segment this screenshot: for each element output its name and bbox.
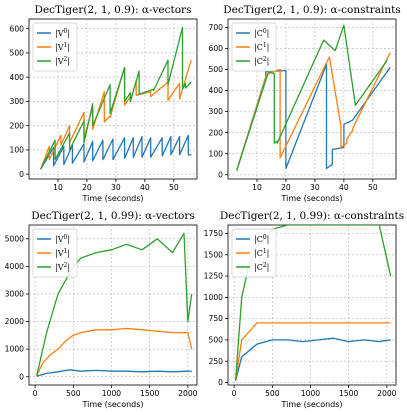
legend-box	[231, 22, 277, 72]
legend-entry: |V0|	[55, 234, 70, 244]
series-line-2	[236, 24, 388, 171]
legend-entry: |V0|	[55, 28, 70, 38]
x-tick-label: 40	[140, 183, 150, 192]
y-tick-label: 200	[10, 121, 25, 130]
y-tick-label: 300	[10, 97, 25, 106]
y-tick-label: 0	[218, 170, 223, 179]
x-tick-label: 30	[111, 183, 121, 192]
x-tick-label: 1000	[102, 389, 121, 398]
series-line-0	[40, 134, 192, 170]
y-tick-label: 100	[209, 149, 224, 158]
y-tick-label: 500	[10, 49, 25, 58]
panel-constraints-0.9: 10 20 30 40 500100200300400500600700DecTiger…	[209, 4, 401, 203]
x-tick-label: 10	[53, 183, 63, 192]
series-line-1	[234, 322, 391, 381]
y-tick-label: 700	[209, 23, 224, 32]
panel-vectors-0.99: 0 500 1000 1500 2000 0 1000 2000 3000 4000 5000 Dec…	[5, 210, 198, 409]
y-tick-label: 1750	[204, 229, 223, 238]
x-tick-label: 50	[368, 183, 378, 192]
legend-entry: |C0|	[254, 234, 269, 244]
x-tick-label: 500	[66, 389, 81, 398]
x-axis-label: Time (seconds)	[81, 400, 143, 409]
y-tick-label: 5000	[5, 234, 24, 243]
series-line-2	[35, 232, 193, 377]
panel-constraints-0.99: 0 500 1000 1500 2000 0 250 500 750 1000 1250 1500 17…	[204, 210, 404, 409]
y-tick-label: 500	[209, 335, 224, 344]
chart-title: DecTiger(2, 1, 0.9): α-constraints	[223, 4, 401, 16]
series-line-0	[234, 337, 391, 381]
x-tick-label: 1000	[301, 389, 320, 398]
legend-entry: |C2|	[254, 56, 269, 66]
y-tick-label: 3000	[5, 290, 24, 299]
y-tick-label: 1000	[204, 293, 223, 302]
legend-entry: |C1|	[254, 248, 269, 258]
x-tick-label: 20	[281, 183, 291, 192]
y-tick-label: 750	[209, 314, 224, 323]
x-axis-label: Time (seconds)	[81, 194, 143, 203]
series-line-1	[236, 52, 391, 171]
y-tick-label: 600	[10, 24, 25, 33]
y-tick-label: 1250	[204, 272, 223, 281]
y-tick-label: 200	[209, 128, 224, 137]
y-tick-label: 100	[10, 146, 25, 155]
legend-entry: |V1|	[55, 248, 70, 258]
x-axis-label: Time (seconds)	[280, 194, 342, 203]
y-tick-label: 4000	[5, 262, 24, 271]
x-tick-label: 500	[265, 389, 280, 398]
y-tick-label: 0	[19, 170, 24, 179]
legend-box	[32, 228, 78, 278]
x-tick-label: 40	[339, 183, 349, 192]
y-tick-label: 1500	[204, 250, 223, 259]
legend-entry: |V2|	[55, 56, 70, 66]
legend-box	[32, 22, 78, 72]
chart-title: DecTiger(2, 1, 0.99): α-vectors	[31, 210, 195, 222]
chart-title: DecTiger(2, 1, 0.9): α-vectors	[35, 4, 192, 16]
legend-box	[231, 228, 277, 278]
y-tick-label: 0	[19, 372, 24, 381]
legend-entry: |V2|	[55, 262, 70, 272]
y-tick-label: 600	[209, 44, 224, 53]
x-tick-label: 1500	[140, 389, 159, 398]
x-tick-label: 30	[310, 183, 320, 192]
legend-entry: |C2|	[254, 262, 269, 272]
y-tick-label: 500	[209, 65, 224, 74]
x-tick-label: 1500	[339, 389, 358, 398]
series-line-0	[236, 63, 391, 171]
y-tick-label: 1000	[5, 345, 24, 354]
series-line-1	[39, 60, 192, 170]
series-line-1	[36, 327, 193, 377]
x-tick-label: 2000	[377, 389, 396, 398]
y-tick-label: 400	[10, 73, 25, 82]
y-tick-label: 2000	[5, 317, 24, 326]
series-line-0	[36, 369, 192, 377]
x-tick-label: 50	[169, 183, 179, 192]
x-tick-label: 0	[33, 389, 38, 398]
x-tick-label: 2000	[178, 389, 197, 398]
y-tick-label: 300	[209, 107, 224, 116]
y-tick-label: 250	[209, 357, 224, 366]
x-axis-label: Time (seconds)	[280, 400, 342, 409]
x-tick-label: 20	[82, 183, 92, 192]
legend-entry: |C0|	[254, 28, 269, 38]
chart-title: DecTiger(2, 1, 0.99): α-constraints	[220, 210, 404, 222]
series-line-2	[40, 26, 192, 170]
panel-vectors-0.9: 10 20 30 40 500100200300400500600DecTiger(2,…	[10, 4, 198, 203]
x-tick-label: 10	[252, 183, 262, 192]
x-tick-label: 0	[232, 389, 237, 398]
legend-entry: |V1|	[55, 42, 70, 52]
legend-entry: |C1|	[254, 42, 269, 52]
y-tick-label: 400	[209, 86, 224, 95]
y-tick-label: 0	[218, 378, 223, 387]
